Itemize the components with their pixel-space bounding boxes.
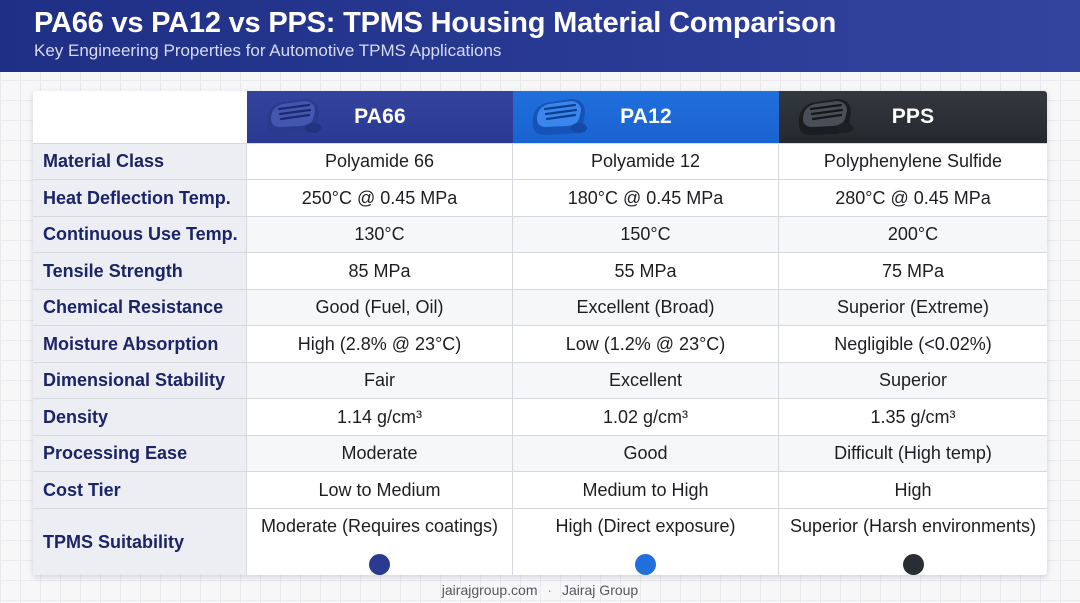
table-row: Processing Ease Moderate Good Difficult …	[33, 435, 1047, 471]
table-cell: 55 MPa	[513, 253, 779, 289]
table-row: Dimensional Stability Fair Excellent Sup…	[33, 362, 1047, 398]
table-cell: 180°C @ 0.45 MPa	[513, 180, 779, 216]
table-cell: Superior	[779, 363, 1047, 398]
footer-separator: ·	[547, 582, 553, 598]
table-cell: 75 MPa	[881, 260, 945, 281]
suitability-dot-icon	[635, 554, 656, 575]
table-cell: Difficult (High temp)	[779, 436, 1047, 471]
comparison-table: PA66 PA12 PPS Material Class Polyamide 6…	[33, 91, 1047, 575]
row-label: Material Class	[33, 144, 247, 179]
suitability-text: Moderate (Requires coatings)	[260, 516, 499, 536]
table-cell: 280°C @ 0.45 MPa	[835, 187, 991, 208]
table-cell: Medium to High	[513, 472, 779, 508]
row-label: Moisture Absorption	[33, 326, 247, 362]
table-cell: 250°C @ 0.45 MPa	[247, 180, 513, 216]
column-header-pa66: PA66	[247, 91, 513, 143]
row-label: Processing Ease	[33, 436, 247, 471]
footer-company: Jairaj Group	[561, 582, 639, 598]
table-cell: Excellent (Broad)	[513, 290, 779, 325]
suitability-dot-icon	[902, 554, 924, 575]
table-cell: Good (Fuel, Oil)	[247, 290, 513, 325]
footer: jairajgroup.com · Jairaj Group	[0, 582, 1080, 598]
table-cell: Superior (Harsh environments)	[779, 509, 1047, 575]
row-label: Continuous Use Temp.	[33, 217, 247, 252]
table-cell: Fair	[247, 363, 513, 398]
table-row: Continuous Use Temp. 130°C 150°C 200°C	[33, 216, 1047, 252]
table-cell: 150°C	[513, 217, 779, 252]
table-row: Density 1.14 g/cm³ 1.02 g/cm³ 1.35 g/cm³	[33, 398, 1047, 435]
table-row: Heat Deflection Temp. 250°C @ 0.45 MPa 1…	[33, 179, 1047, 216]
page-subtitle: Key Engineering Properties for Automotiv…	[34, 41, 502, 60]
row-label: Tensile Strength	[33, 253, 247, 289]
table-cell: High	[894, 479, 932, 500]
column-header-pa12: PA12	[513, 91, 779, 143]
table-cell: Polyamide 66	[247, 144, 513, 179]
table-cell: Polyphenylene Sulfide	[823, 151, 1003, 171]
row-label: Dimensional Stability	[33, 363, 247, 398]
sensor-housing-icon	[266, 99, 321, 135]
row-label: Density	[33, 399, 247, 435]
table-cell: Excellent	[513, 363, 779, 398]
table-row: Material Class Polyamide 66 Polyamide 12…	[33, 143, 1047, 179]
table-row: Chemical Resistance Good (Fuel, Oil) Exc…	[33, 289, 1047, 325]
sensor-housing-icon	[798, 99, 853, 135]
table-cell: 1.35 g/cm³	[870, 406, 956, 427]
header-banner: PA66 vs PA12 vs PPS: TPMS Housing Materi…	[0, 0, 1080, 72]
table-cell: 1.02 g/cm³	[513, 399, 779, 435]
table-row: TPMS Suitability Moderate (Requires coat…	[33, 508, 1047, 575]
table-row: Cost Tier Low to Medium Medium to High H…	[33, 471, 1047, 508]
footer-site-link[interactable]: jairajgroup.com	[441, 582, 538, 598]
suitability-dot-icon	[369, 554, 390, 575]
table-cell: High (Direct exposure)	[513, 509, 779, 575]
row-label: Chemical Resistance	[33, 290, 247, 325]
table-row: Tensile Strength 85 MPa 55 MPa 75 MPa	[33, 252, 1047, 289]
sensor-housing-icon	[532, 99, 587, 135]
table-cell: Low (1.2% @ 23°C)	[513, 326, 779, 362]
table-cell: Moderate (Requires coatings)	[247, 509, 513, 575]
table-cell: Negligible (<0.02%)	[834, 333, 992, 354]
column-name-pa66: PA66	[354, 105, 406, 128]
table-cell: 85 MPa	[247, 253, 513, 289]
suitability-text: High (Direct exposure)	[555, 516, 736, 536]
column-header-pps: PPS	[779, 91, 1047, 143]
table-cell: Moderate	[247, 436, 513, 471]
column-name-pa12: PA12	[620, 105, 672, 128]
table-cell: Low to Medium	[247, 472, 513, 508]
page-title: PA66 vs PA12 vs PPS: TPMS Housing Materi…	[34, 7, 837, 39]
row-label: Heat Deflection Temp.	[33, 180, 247, 216]
column-name-pps: PPS	[891, 105, 935, 128]
table-cell: Polyamide 12	[513, 144, 779, 179]
table-cell: 1.14 g/cm³	[247, 399, 513, 435]
row-label: TPMS Suitability	[33, 509, 247, 575]
table-cell: 130°C	[247, 217, 513, 252]
table-corner	[33, 91, 247, 143]
table-cell: Good	[513, 436, 779, 471]
table-cell: 200°C	[779, 217, 1047, 252]
table-row: Moisture Absorption High (2.8% @ 23°C) L…	[33, 325, 1047, 362]
suitability-text: Superior (Harsh environments)	[789, 516, 1037, 536]
table-cell: Superior (Extreme)	[779, 290, 1047, 325]
row-label: Cost Tier	[33, 472, 247, 508]
table-cell: High (2.8% @ 23°C)	[247, 326, 513, 362]
